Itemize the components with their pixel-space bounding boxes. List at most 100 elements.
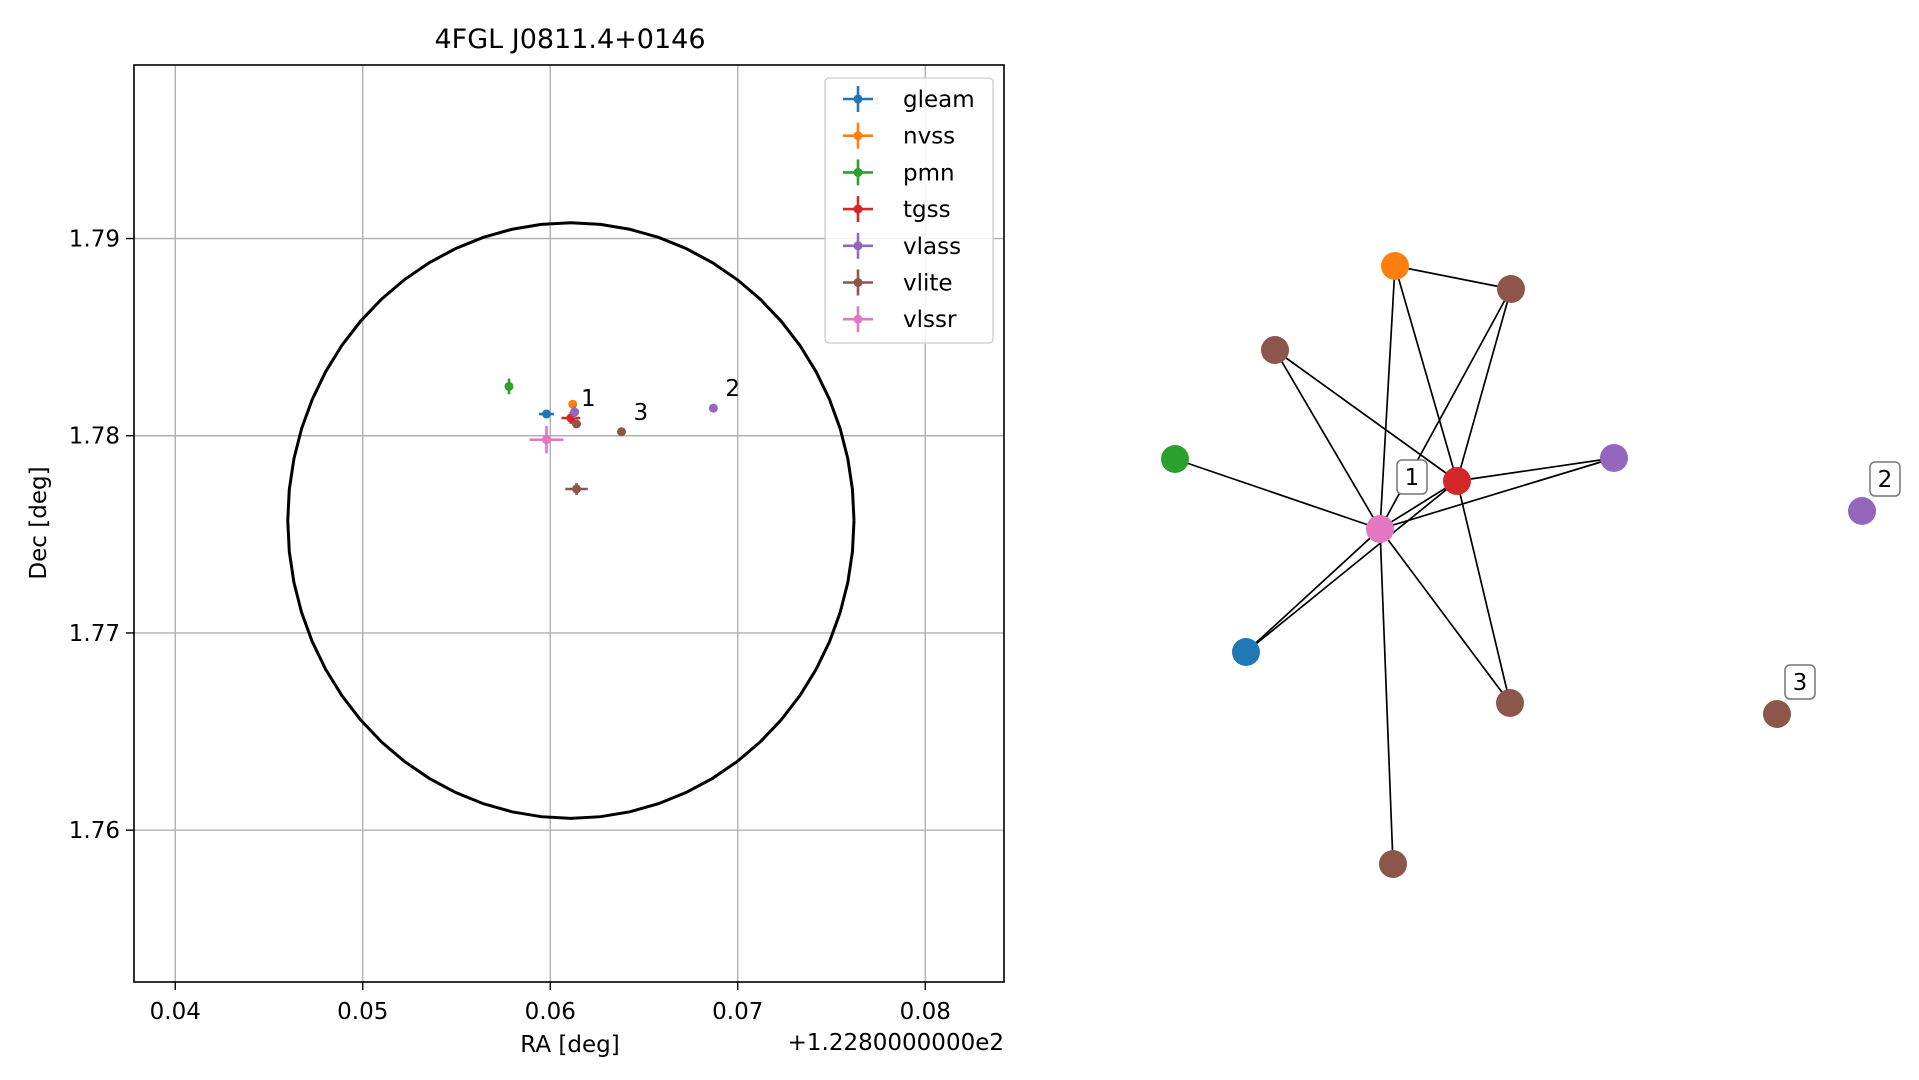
x-tick-label: 0.07 [712, 999, 763, 1025]
scatter-plot: 4FGL J0811.4+0146 1 23 0.04 0.05 0.06 0.07 0.… [26, 24, 1005, 1058]
marker [542, 435, 551, 445]
node-green [1161, 445, 1189, 473]
node-label-1: 1 [1396, 459, 1428, 495]
edge [1174, 458, 1381, 530]
edge [1456, 457, 1615, 482]
marker [572, 484, 581, 494]
graph-nodes [1161, 252, 1876, 878]
edge [1456, 288, 1512, 482]
edge [1379, 480, 1458, 530]
label-text: 2 [1878, 467, 1893, 493]
legend-label: tgss [903, 197, 951, 223]
edge [1274, 349, 1381, 530]
y-tick-label: 1.78 [69, 424, 120, 450]
y-tick-label: 1.79 [69, 227, 120, 253]
annotation-2: 2 [725, 376, 740, 402]
node-red [1443, 467, 1471, 495]
x-axis-ticks: 0.04 0.05 0.06 0.07 0.08 [150, 982, 951, 1025]
legend-marker [853, 241, 863, 251]
marker [572, 419, 581, 429]
localization-circle [286, 221, 856, 820]
y-tick-label: 1.77 [69, 621, 120, 647]
point-vlass [570, 406, 580, 418]
node-purple [1600, 444, 1628, 472]
marker [570, 407, 580, 417]
edge [1245, 480, 1458, 653]
point-vlite [565, 483, 588, 495]
node-brown-3 [1763, 700, 1791, 728]
legend-marker [853, 131, 863, 141]
point-vlass [708, 403, 718, 413]
marker [617, 427, 626, 437]
label-box [1869, 461, 1901, 497]
edge [1379, 528, 1394, 865]
legend-item-vlass: vlass [843, 232, 961, 260]
node-blue [1232, 638, 1260, 666]
node-brown-bottom [1379, 850, 1407, 878]
graph-node-labels: 1 2 3 [1396, 459, 1901, 700]
x-tick-label: 0.06 [525, 999, 576, 1025]
point-gleam [539, 409, 554, 419]
label-text: 3 [1793, 670, 1808, 696]
node-brown-topleft [1261, 336, 1289, 364]
x-axis-offset-label: +1.2280000000e2 [788, 1030, 1004, 1056]
label-box [1784, 664, 1816, 700]
y-axis-ticks: 1.76 1.77 1.78 1.79 [69, 227, 134, 844]
x-tick-label: 0.08 [900, 999, 951, 1025]
legend-label: nvss [903, 124, 955, 150]
legend-label: vlite [903, 271, 953, 297]
network-graph: 1 2 3 [1161, 252, 1901, 878]
legend-marker [853, 94, 863, 104]
point-vlite [617, 427, 626, 437]
node-purple-2 [1848, 497, 1876, 525]
legend-item-pmn: pmn [843, 159, 955, 186]
chart-title: 4FGL J0811.4+0146 [434, 24, 705, 55]
legend-label: gleam [903, 87, 975, 113]
legend-marker [853, 167, 863, 177]
point-vlite [572, 419, 581, 429]
y-tick-label: 1.76 [69, 818, 120, 844]
x-tick-label: 0.04 [150, 999, 201, 1025]
annotation-3: 3 [634, 400, 649, 426]
node-orange [1381, 252, 1409, 280]
edge [1394, 265, 1512, 290]
edge [1379, 265, 1396, 530]
node-label-2: 2 [1869, 461, 1901, 497]
marker [542, 409, 551, 419]
x-axis-label: RA [deg] [520, 1032, 619, 1058]
legend-item-vlite: vlite [843, 269, 953, 297]
node-brown-topright [1497, 275, 1525, 303]
y-axis-label: Dec [deg] [26, 466, 52, 579]
legend: gleam nvss pmn tgss vlass vlite vlssr [824, 77, 994, 344]
node-label-3: 3 [1784, 664, 1816, 700]
legend-label: vlass [903, 234, 961, 260]
edge [1245, 528, 1381, 653]
marker [504, 381, 514, 391]
error-circle [286, 221, 856, 820]
legend-item-gleam: gleam [843, 86, 975, 113]
node-brown-lowright [1496, 689, 1524, 717]
legend-box [824, 77, 994, 344]
graph-edges [1174, 265, 1615, 865]
legend-label: vlssr [903, 307, 957, 333]
edge [1379, 528, 1511, 704]
legend-marker [853, 204, 863, 214]
legend-item-tgss: tgss [843, 196, 951, 223]
label-text: 1 [1405, 465, 1420, 491]
legend-label: pmn [903, 160, 955, 186]
point-annotations: 1 2 3 [581, 376, 740, 426]
annotation-1: 1 [581, 386, 596, 412]
point-pmn [504, 378, 514, 395]
node-pink [1366, 515, 1394, 543]
legend-marker [853, 278, 863, 287]
legend-item-vlssr: vlssr [843, 306, 957, 333]
x-tick-label: 0.05 [337, 999, 388, 1025]
plot-frame [133, 64, 1005, 983]
edge [1456, 480, 1511, 704]
marker [708, 403, 718, 413]
data-points [504, 378, 718, 495]
legend-item-nvss: nvss [843, 122, 955, 150]
edge [1379, 457, 1615, 530]
edge [1394, 265, 1458, 482]
